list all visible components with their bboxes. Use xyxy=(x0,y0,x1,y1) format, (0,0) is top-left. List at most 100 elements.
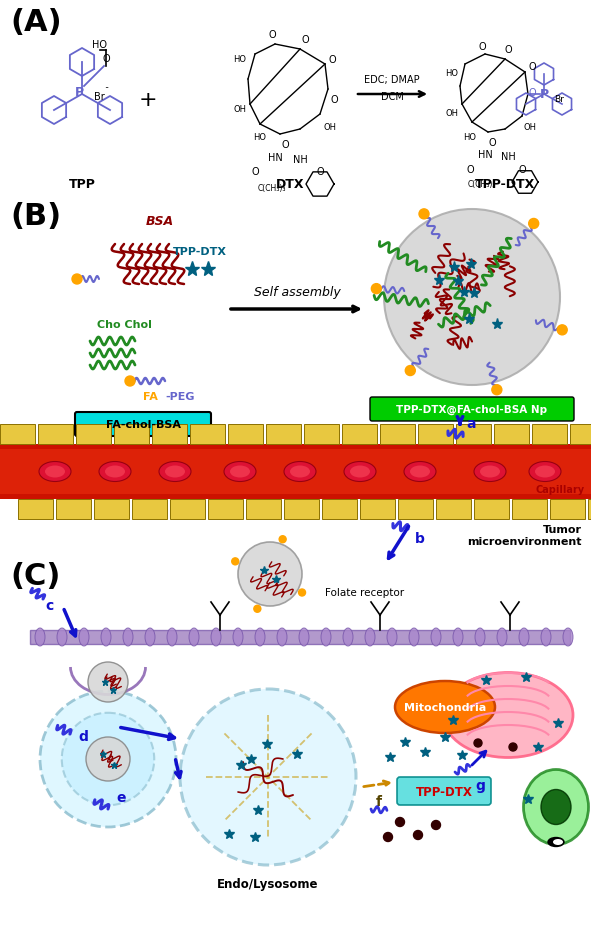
Text: DCM: DCM xyxy=(381,92,404,102)
Text: HO: HO xyxy=(254,133,267,143)
Bar xyxy=(132,500,167,520)
Bar xyxy=(0,449,591,494)
Ellipse shape xyxy=(45,466,65,478)
Circle shape xyxy=(384,209,560,386)
Bar xyxy=(152,425,187,445)
Bar xyxy=(588,500,591,520)
Circle shape xyxy=(298,589,306,596)
Ellipse shape xyxy=(321,628,331,646)
Ellipse shape xyxy=(395,682,495,733)
Text: a: a xyxy=(466,417,476,430)
Text: O: O xyxy=(330,95,338,105)
Ellipse shape xyxy=(480,466,500,478)
Text: TPP-DTX: TPP-DTX xyxy=(475,178,535,190)
Circle shape xyxy=(474,739,482,747)
Ellipse shape xyxy=(101,628,111,646)
Bar xyxy=(76,425,111,445)
Ellipse shape xyxy=(535,466,555,478)
Bar xyxy=(418,425,453,445)
Bar xyxy=(190,425,225,445)
Bar xyxy=(456,425,491,445)
Circle shape xyxy=(405,367,415,376)
Ellipse shape xyxy=(350,466,370,478)
Bar xyxy=(322,500,357,520)
Text: Br: Br xyxy=(554,94,564,104)
Bar xyxy=(38,425,73,445)
Text: FA: FA xyxy=(142,391,157,402)
Text: g: g xyxy=(475,778,485,792)
Bar xyxy=(30,630,570,645)
Text: O: O xyxy=(488,138,496,148)
Text: Endo/Lysosome: Endo/Lysosome xyxy=(217,877,319,890)
Bar xyxy=(550,500,585,520)
Text: ¯: ¯ xyxy=(104,87,108,96)
Text: e: e xyxy=(116,790,125,804)
Text: f: f xyxy=(376,794,382,808)
Text: TPP-DTX: TPP-DTX xyxy=(415,785,472,799)
Text: O: O xyxy=(328,55,336,65)
Circle shape xyxy=(88,663,128,703)
Bar xyxy=(380,425,415,445)
Circle shape xyxy=(492,386,502,395)
Text: TPP-DTX: TPP-DTX xyxy=(173,247,227,257)
Ellipse shape xyxy=(524,769,589,844)
Circle shape xyxy=(371,285,381,294)
Text: FA-chol-BSA: FA-chol-BSA xyxy=(106,420,180,429)
Circle shape xyxy=(395,818,404,826)
Circle shape xyxy=(62,713,154,805)
Text: NH: NH xyxy=(501,151,515,162)
Circle shape xyxy=(529,219,539,229)
FancyBboxPatch shape xyxy=(75,412,211,437)
Ellipse shape xyxy=(541,628,551,646)
Bar xyxy=(360,500,395,520)
Text: Tumor
microenvironment: Tumor microenvironment xyxy=(467,525,582,546)
Ellipse shape xyxy=(35,628,45,646)
Text: O: O xyxy=(268,30,276,40)
Text: Self assembly: Self assembly xyxy=(254,286,340,299)
Ellipse shape xyxy=(497,628,507,646)
Text: d: d xyxy=(78,729,88,744)
Bar xyxy=(284,500,319,520)
FancyBboxPatch shape xyxy=(370,398,574,422)
Text: OH: OH xyxy=(524,123,537,131)
Circle shape xyxy=(414,831,423,840)
Ellipse shape xyxy=(224,462,256,482)
Text: O: O xyxy=(528,62,536,72)
Circle shape xyxy=(72,275,82,285)
Circle shape xyxy=(86,737,130,782)
Circle shape xyxy=(384,833,392,842)
Text: HO: HO xyxy=(446,69,459,77)
Ellipse shape xyxy=(99,462,131,482)
Ellipse shape xyxy=(299,628,309,646)
Text: -PEG: -PEG xyxy=(165,391,194,402)
Ellipse shape xyxy=(189,628,199,646)
Bar xyxy=(56,500,91,520)
Ellipse shape xyxy=(563,628,573,646)
Text: OH: OH xyxy=(233,106,246,114)
Text: c: c xyxy=(45,599,53,612)
Text: TPP: TPP xyxy=(69,178,95,190)
Bar xyxy=(532,425,567,445)
Text: P: P xyxy=(540,89,548,102)
Ellipse shape xyxy=(165,466,185,478)
Ellipse shape xyxy=(541,789,571,824)
Ellipse shape xyxy=(475,628,485,646)
Text: O: O xyxy=(528,88,536,98)
Text: HN: HN xyxy=(268,153,282,163)
Text: Mitochondria: Mitochondria xyxy=(404,703,486,712)
Bar xyxy=(304,425,339,445)
Circle shape xyxy=(279,536,286,544)
Text: O: O xyxy=(478,42,486,52)
Ellipse shape xyxy=(519,628,529,646)
Bar xyxy=(494,425,529,445)
Circle shape xyxy=(232,558,239,565)
Text: O: O xyxy=(466,165,474,175)
Circle shape xyxy=(254,605,261,613)
Circle shape xyxy=(431,821,440,829)
Ellipse shape xyxy=(409,628,419,646)
Ellipse shape xyxy=(343,628,353,646)
Text: O: O xyxy=(251,167,259,177)
Text: HO: HO xyxy=(463,132,476,141)
Ellipse shape xyxy=(123,628,133,646)
Circle shape xyxy=(40,691,176,827)
